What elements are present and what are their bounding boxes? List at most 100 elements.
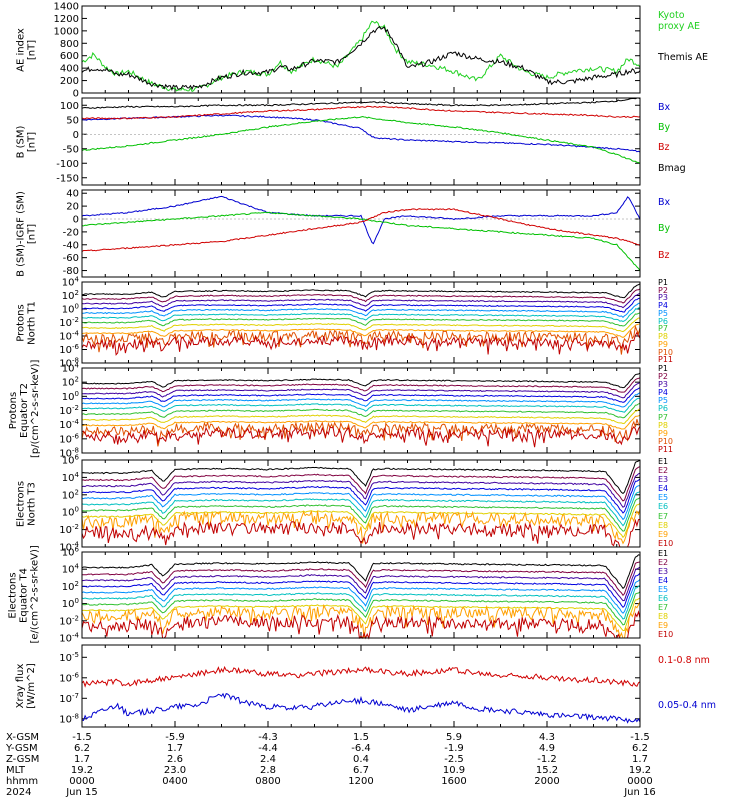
y-axis-label: Protons Equator T2 [p/(cm^2-s-sr-keV)] [7, 359, 41, 458]
ephemeris-value: 0000 [69, 776, 95, 787]
legend-item: Bz [658, 249, 670, 261]
legend-item: By [658, 122, 671, 134]
legend-item: E1 [658, 457, 669, 466]
y-tick-label: -150 [56, 173, 79, 184]
legend-item: E8 [658, 612, 669, 621]
panel-svg: -150 -100 -50 0 50 100 [56, 97, 641, 186]
legend-item: 0.05-0.4 nm [658, 700, 716, 711]
y-tick-label: -60 [63, 253, 79, 264]
ephemeris-value: 15.2 [535, 765, 559, 776]
ephemeris-value: 2.4 [260, 754, 276, 765]
y-tick-label: 104 [62, 276, 80, 289]
series-line-0-05-0-4-nm [81, 692, 641, 724]
ephemeris-label: 2024 [6, 787, 32, 798]
legend-item: P5 [658, 308, 668, 318]
y-tick-label: 40 [66, 189, 79, 200]
y-tick-label: -50 [63, 144, 79, 155]
legend-item: E7 [658, 511, 669, 521]
ephemeris-row: hhmm 0000 0400 0800 1200 1600 2000 0000 [0, 776, 750, 787]
panel-frame [81, 5, 641, 94]
legend: P1 P2 P3 P4 P5 P6 P7 P8 P9 P10 P11 [658, 279, 673, 364]
legend-item: By [658, 223, 671, 235]
y-axis-label: B (SM)-IGRF (SM) [nT] [15, 190, 37, 277]
legend-item: E10 [658, 538, 674, 548]
series-line-p5 [81, 392, 641, 408]
legend: E1 E2 E3 E4 E5 E6 E7 E8 E9 E10 [658, 457, 673, 548]
series-line-e2 [82, 561, 641, 597]
legend-item: P5 [658, 396, 668, 406]
legend-item: P4 [658, 388, 668, 398]
y-tick-label: 10-8 [59, 712, 79, 725]
ephemeris-value: 19.2 [628, 765, 652, 776]
chart-panel-6: 10-4 10-2 100 102 104 106 Electrons North T3 E1… [0, 454, 750, 554]
ephemeris-value: 1.7 [167, 743, 183, 754]
ephemeris-label: Y-GSM [6, 743, 38, 754]
ephemeris-label: X-GSM [6, 732, 40, 743]
legend-item: P10 [658, 436, 674, 446]
ephemeris-value: 2.6 [167, 754, 183, 765]
y-tick-label: 1400 [54, 2, 79, 13]
ephemeris-value: 1.7 [74, 754, 90, 765]
legend-item: E7 [658, 603, 669, 612]
series-line-p11 [81, 331, 641, 356]
y-tick-label: 102 [62, 289, 79, 302]
panel-frame [81, 459, 641, 548]
series-line-p6 [81, 397, 641, 413]
y-tick-label: 100 [62, 390, 79, 403]
series-line-e10 [81, 518, 641, 548]
series-line-themis-ae [81, 25, 641, 91]
y-tick-label: 100 [62, 597, 79, 610]
series-line-bx [81, 195, 641, 245]
legend-item: Kyoto proxy AE [658, 10, 701, 32]
y-tick-label: 10-6 [59, 432, 79, 445]
series-line-p4 [82, 297, 641, 313]
ephemeris-row: Z-GSM 1.7 2.6 2.4 0.4 -2.5 -1.2 1.7 [0, 754, 750, 765]
legend-item: E9 [658, 529, 669, 539]
y-tick-label: -80 [63, 266, 79, 277]
panel-frame [81, 367, 641, 454]
chart-panel-8: 10-8 10-7 10-6 10-5 Xray flux [W/m^2] 0.1-0.8… [0, 644, 750, 728]
ephemeris-value: -1.5 [630, 732, 650, 743]
chart-panel-7: 10-4 10-2 100 102 104 106 Electrons Equator T4… [0, 545, 750, 645]
series-line-e6 [81, 584, 641, 620]
ephemeris-value: 4.3 [539, 732, 555, 743]
legend-item: E6 [658, 502, 669, 512]
y-tick-label: -20 [63, 227, 79, 238]
series-line-p3 [82, 382, 641, 399]
legend-item: P9 [658, 339, 668, 349]
ephemeris-value: 6.2 [74, 743, 90, 754]
legend: Bx By Bz [658, 190, 670, 269]
ephemeris-value: 0400 [162, 776, 188, 787]
legend-item: P10 [658, 347, 674, 357]
legend-item: P2 [658, 372, 668, 382]
y-tick-label: 102 [62, 376, 79, 389]
y-tick-label: 20 [66, 202, 79, 213]
legend-item: E5 [658, 493, 669, 503]
y-axis-label: B (SM) [nT] [15, 125, 37, 158]
ephemeris-value: -4.4 [258, 743, 278, 754]
legend: P1 P2 P3 P4 P5 P6 P7 P8 P9 P10 P11 [658, 364, 674, 454]
series-line-p8 [81, 408, 641, 425]
y-tick-label: 50 [66, 115, 79, 126]
legend-item: E3 [658, 567, 669, 576]
series-line-e9 [81, 601, 641, 639]
legend-item: Bx [658, 197, 671, 208]
legend-item: Bz [658, 142, 670, 154]
y-tick-label: 10-5 [59, 651, 79, 664]
ephemeris-value: 10.9 [442, 765, 466, 776]
series-line-p4 [81, 387, 641, 403]
series-line-p7 [81, 402, 641, 419]
ephemeris-value: Jun 16 [624, 787, 656, 798]
y-tick-label: 10-7 [59, 692, 79, 705]
y-tick-label: 200 [60, 76, 79, 87]
y-tick-label: 102 [62, 488, 79, 501]
legend-item: P11 [658, 355, 674, 365]
y-tick-label: 10-4 [59, 330, 79, 343]
series-line-kyoto-proxy-ae [81, 20, 641, 93]
chart-panel-5: 10-8 10-6 10-4 10-2 100 102 104 Protons Equator… [0, 360, 750, 460]
legend-item: P6 [658, 404, 668, 414]
panel-frame [81, 189, 641, 278]
ephemeris-value: 6.2 [632, 743, 648, 754]
series-line-bmag [81, 97, 641, 109]
